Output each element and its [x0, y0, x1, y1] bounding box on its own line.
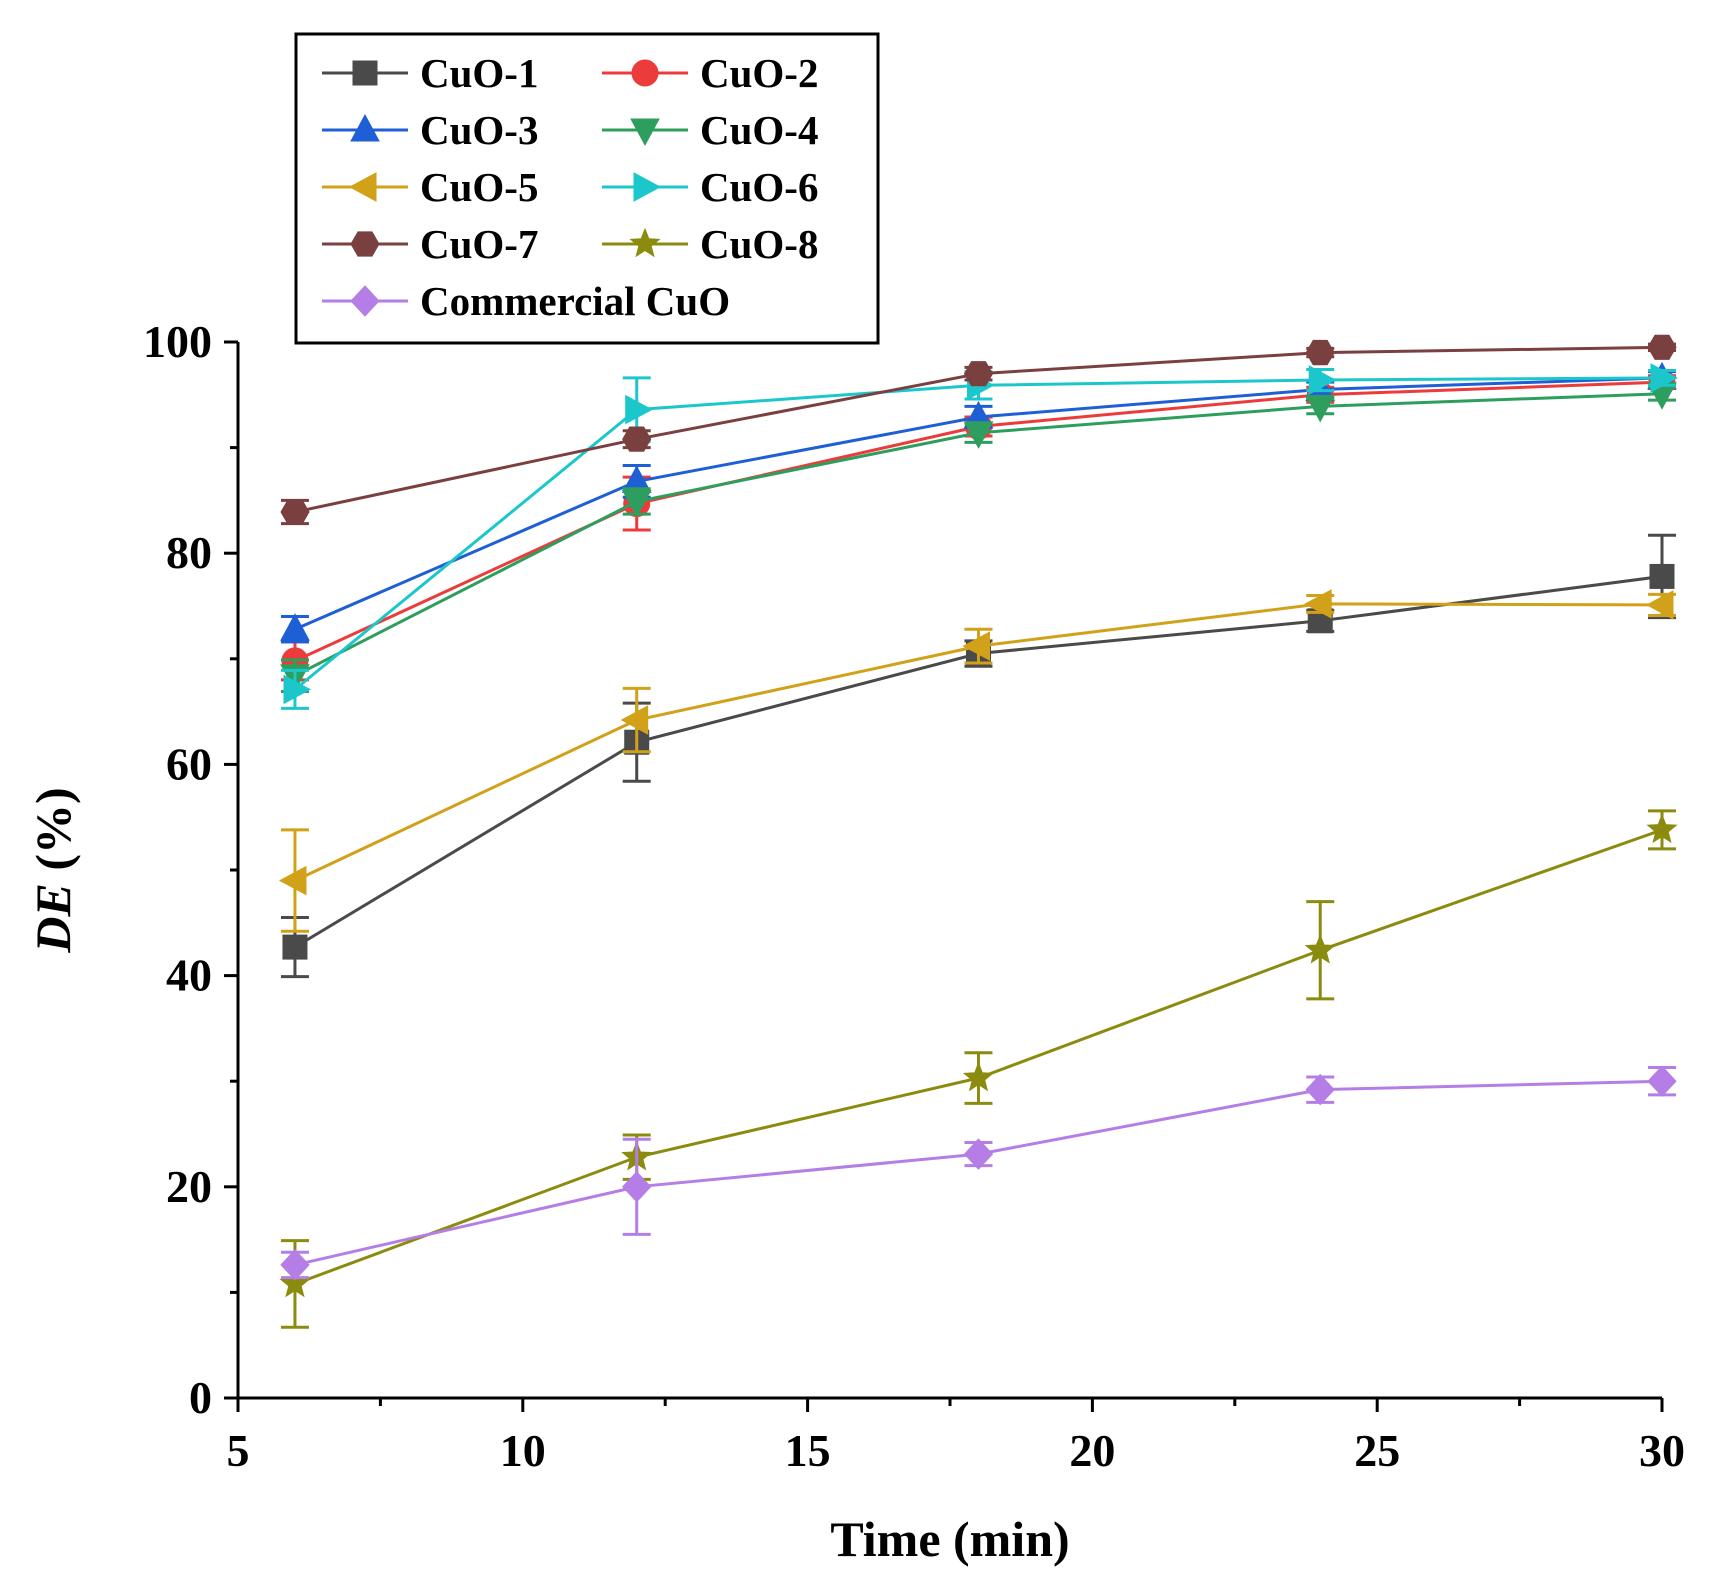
y-tick-label: 40	[166, 950, 212, 1001]
series-commercial-cuo	[280, 1065, 1677, 1281]
data-point	[1650, 363, 1679, 393]
x-tick-label: 20	[1069, 1425, 1115, 1476]
legend-entry: Commercial CuO	[322, 278, 730, 324]
legend-label: CuO-8	[700, 221, 818, 267]
data-point	[1305, 394, 1336, 423]
legend-marker	[348, 172, 377, 202]
legend-marker	[633, 172, 662, 202]
x-tick-label: 15	[785, 1425, 831, 1476]
x-tick-label: 30	[1639, 1425, 1685, 1476]
data-point	[1647, 1065, 1677, 1097]
data-point	[1308, 365, 1337, 395]
legend-label: CuO-7	[420, 221, 538, 267]
y-tick-label: 80	[166, 527, 212, 578]
legend-marker	[352, 60, 378, 86]
legend-entry: CuO-1	[322, 50, 538, 96]
data-point	[621, 490, 652, 518]
x-axis-title: Time (min)	[830, 1511, 1069, 1567]
legend-entry: CuO-3	[322, 107, 538, 153]
data-point	[278, 865, 307, 896]
legend-label: CuO-5	[420, 164, 538, 210]
data-point	[962, 1061, 995, 1092]
y-tick-label: 0	[189, 1372, 212, 1423]
data-point	[1304, 933, 1336, 964]
legend-marker	[350, 113, 380, 142]
legend-marker	[631, 59, 659, 87]
data-point	[963, 421, 994, 449]
legend-entry: CuO-5	[322, 164, 538, 210]
legend-marker	[630, 118, 660, 147]
y-tick-label: 60	[166, 738, 212, 789]
legend-label: CuO-2	[700, 50, 818, 96]
series-cuo-5	[278, 589, 1676, 933]
series-layer	[278, 334, 1679, 1329]
data-point	[1646, 813, 1678, 844]
data-point	[280, 1249, 310, 1281]
legend-marker	[350, 231, 380, 257]
y-tick-label: 100	[143, 316, 212, 367]
y-tick-label: 20	[166, 1161, 212, 1212]
legend-label: CuO-3	[420, 107, 538, 153]
data-point	[963, 1138, 994, 1170]
axis-ticks: 5 10 15 20 25 30 0 20 40 60 80 100	[143, 316, 1685, 1476]
legend-entry: CuO-2	[602, 50, 818, 96]
data-point	[963, 361, 994, 387]
legend-marker	[350, 285, 380, 317]
data-point	[1304, 589, 1332, 619]
legend-label: CuO-1	[420, 50, 538, 96]
data-point	[962, 631, 990, 661]
legend-entry: CuO-6	[602, 164, 818, 210]
data-point	[280, 613, 310, 641]
legend-label: CuO-6	[700, 164, 818, 210]
series-cuo-7	[280, 334, 1677, 526]
x-tick-label: 5	[227, 1425, 250, 1476]
legend-entry: CuO-4	[602, 107, 818, 153]
y-axis-title: DE (%)	[25, 787, 81, 953]
legend-marker	[629, 227, 661, 258]
data-point	[1649, 563, 1675, 589]
data-point	[625, 394, 653, 425]
data-point	[622, 1171, 652, 1203]
legend-entry: CuO-7	[322, 221, 538, 267]
y-axis-title-italic: DE	[25, 883, 81, 953]
data-point	[1645, 590, 1674, 620]
legend-label: Commercial CuO	[420, 278, 730, 324]
data-point	[283, 674, 312, 705]
data-point	[282, 934, 308, 960]
data-point	[1305, 339, 1335, 366]
y-axis-title-suffix: (%)	[25, 787, 81, 883]
data-point	[1305, 1073, 1335, 1106]
legend: CuO-1 CuO-2 CuO-3 CuO-4 CuO-5 CuO-6 CuO-7 CuO-8…	[294, 32, 880, 345]
data-point	[280, 499, 310, 525]
x-tick-label: 10	[500, 1425, 546, 1476]
data-point	[622, 426, 652, 452]
legend-entry: CuO-8	[602, 221, 818, 267]
data-point	[620, 705, 649, 735]
x-tick-label: 25	[1354, 1425, 1400, 1476]
legend-label: CuO-4	[700, 107, 818, 153]
data-point	[1647, 334, 1677, 360]
